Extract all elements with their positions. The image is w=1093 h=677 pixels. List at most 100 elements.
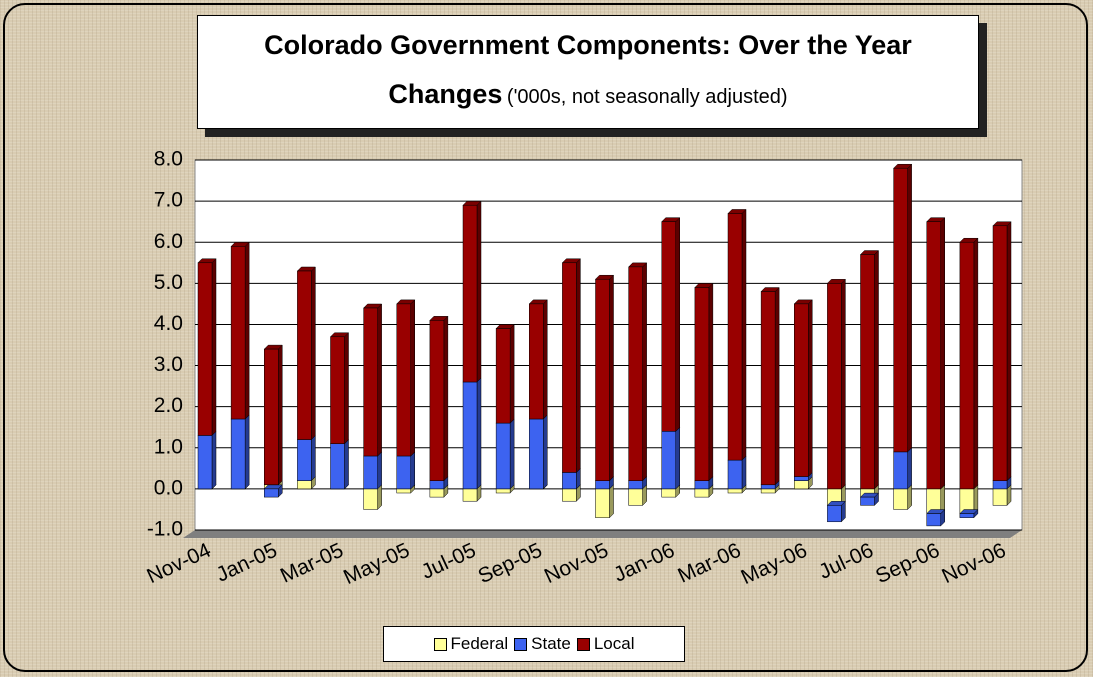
bar bbox=[595, 488, 610, 518]
y-tick-label: 3.0 bbox=[154, 353, 183, 376]
bar bbox=[760, 291, 776, 486]
bar-side bbox=[708, 282, 714, 482]
bar bbox=[727, 213, 743, 461]
bar-side bbox=[973, 237, 979, 490]
bar-side bbox=[808, 299, 813, 478]
x-tick-label: Sep-06 bbox=[872, 539, 943, 588]
bar-side bbox=[509, 418, 515, 490]
legend-label: State bbox=[531, 634, 571, 653]
bar-side bbox=[476, 200, 482, 383]
bar bbox=[661, 488, 676, 498]
bar bbox=[363, 307, 378, 457]
bar-side bbox=[344, 439, 349, 490]
bar bbox=[661, 431, 676, 490]
bar bbox=[860, 254, 875, 490]
bar-side bbox=[311, 434, 316, 482]
bar-side bbox=[410, 299, 415, 457]
bar bbox=[694, 480, 710, 490]
bar-side bbox=[940, 484, 945, 515]
bar bbox=[661, 221, 676, 432]
bar-side bbox=[211, 430, 217, 490]
bar-side bbox=[509, 323, 515, 424]
x-tick-label: Jul-06 bbox=[815, 539, 877, 584]
bar bbox=[794, 303, 809, 477]
bar bbox=[959, 241, 975, 490]
bar bbox=[264, 488, 279, 498]
legend: Federal State Local bbox=[383, 626, 685, 662]
bar-side bbox=[1006, 221, 1012, 482]
bar bbox=[396, 455, 411, 490]
bar bbox=[694, 488, 710, 498]
bar bbox=[628, 266, 643, 481]
bar bbox=[893, 167, 908, 453]
bar bbox=[926, 221, 941, 490]
bar bbox=[529, 303, 544, 420]
bar bbox=[628, 480, 643, 490]
bar bbox=[264, 348, 279, 486]
bar bbox=[827, 283, 842, 490]
legend-item: Federal bbox=[433, 634, 509, 654]
bar bbox=[330, 443, 345, 490]
y-tick-label: 7.0 bbox=[154, 189, 183, 212]
bar bbox=[462, 204, 478, 383]
bar bbox=[860, 496, 875, 506]
bar-side bbox=[973, 484, 979, 515]
y-tick-label: 2.0 bbox=[154, 394, 183, 417]
x-tick-label: Mar-05 bbox=[277, 539, 347, 588]
y-tick-label: -1.0 bbox=[147, 518, 183, 541]
y-tick-label: 8.0 bbox=[154, 148, 183, 171]
bar bbox=[992, 480, 1008, 490]
frame-border bbox=[3, 3, 1088, 672]
bar-side bbox=[675, 426, 680, 490]
bar bbox=[495, 488, 511, 494]
x-tick-label: Jan-05 bbox=[213, 539, 281, 587]
bar-side bbox=[311, 266, 316, 441]
x-tick-label: Mar-06 bbox=[674, 539, 744, 588]
y-tick-label: 5.0 bbox=[154, 271, 183, 294]
bar-side bbox=[907, 447, 912, 490]
x-tick-label: Nov-04 bbox=[143, 539, 214, 589]
bar-side bbox=[741, 208, 747, 461]
x-tick-label: May-05 bbox=[340, 539, 413, 589]
bar bbox=[893, 451, 908, 490]
bar-side bbox=[609, 484, 614, 519]
bar bbox=[495, 422, 511, 490]
bar bbox=[562, 262, 577, 473]
bar-side bbox=[410, 451, 415, 490]
bar bbox=[495, 328, 511, 424]
bar bbox=[297, 439, 312, 481]
bar bbox=[794, 480, 809, 490]
bar bbox=[727, 488, 743, 494]
bar bbox=[396, 488, 411, 494]
bar bbox=[694, 287, 710, 481]
legend-item: State bbox=[514, 634, 571, 654]
bar-side bbox=[344, 332, 349, 445]
bar-side bbox=[443, 315, 449, 482]
bar-side bbox=[543, 414, 548, 490]
bar bbox=[396, 303, 411, 457]
bar bbox=[197, 435, 213, 490]
legend-swatch bbox=[514, 637, 528, 651]
bar-side bbox=[741, 455, 747, 490]
bar bbox=[760, 484, 776, 490]
x-tick-label: Sep-05 bbox=[475, 539, 546, 588]
y-tick-label: 1.0 bbox=[154, 435, 183, 458]
legend-swatch bbox=[576, 637, 590, 651]
bar-side bbox=[377, 303, 382, 457]
bar bbox=[462, 381, 478, 490]
bar bbox=[827, 505, 842, 523]
bar bbox=[529, 418, 544, 490]
y-tick-label: 4.0 bbox=[154, 312, 183, 335]
bar-side bbox=[244, 414, 250, 490]
legend-label: Federal bbox=[450, 634, 509, 653]
bar bbox=[429, 488, 445, 498]
bar-side bbox=[609, 274, 614, 482]
bar bbox=[297, 480, 312, 490]
chart-title: Colorado Government Components: Over the… bbox=[264, 30, 912, 109]
floor bbox=[183, 530, 1022, 538]
legend-item: Local bbox=[576, 634, 634, 654]
legend-swatch bbox=[433, 637, 447, 651]
bar-side bbox=[377, 451, 382, 490]
